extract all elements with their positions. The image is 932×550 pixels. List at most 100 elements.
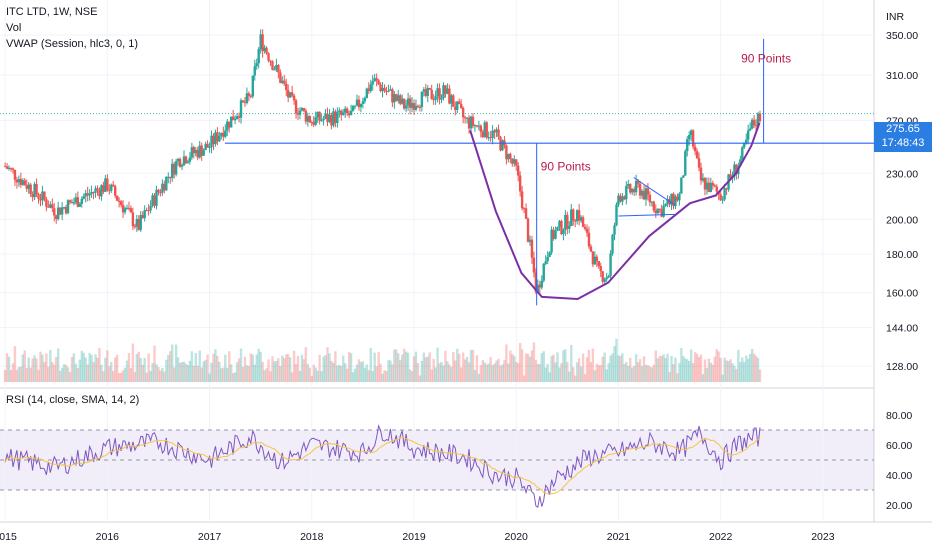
volume-bar <box>434 367 437 382</box>
candle-body <box>568 226 571 229</box>
rsi-pane[interactable] <box>0 424 874 509</box>
candle-body <box>349 110 353 116</box>
candle-body <box>62 207 66 209</box>
candle-body <box>147 210 150 212</box>
rsi-legend[interactable]: RSI (14, close, SMA, 14, 2) <box>6 394 140 406</box>
volume-bar <box>699 354 703 382</box>
volume-bar <box>648 366 652 382</box>
volume-bar <box>572 367 575 382</box>
volume-bar <box>165 359 168 382</box>
volume-bar <box>273 361 276 382</box>
volume-bar <box>668 371 671 382</box>
candle-body <box>509 153 512 159</box>
candle-body <box>705 182 709 190</box>
volume-bar <box>524 353 528 382</box>
vwap-legend[interactable]: VWAP (Session, hlc3, 0, 1) <box>6 38 139 50</box>
volume-bar <box>149 370 152 382</box>
candles[interactable] <box>3 29 762 294</box>
volume-bar <box>481 360 485 382</box>
volume-bar <box>605 369 608 382</box>
candle-body <box>660 209 663 217</box>
candle-body <box>703 178 707 190</box>
candle-body <box>214 132 217 145</box>
volume-bar <box>397 353 400 382</box>
volume-bar <box>304 347 308 382</box>
volume-bar <box>522 375 526 382</box>
candle-body <box>556 227 559 231</box>
candle-body <box>420 91 424 108</box>
volume-bar <box>733 365 736 382</box>
volume-bar <box>247 366 251 382</box>
candle-body <box>552 229 555 239</box>
candle-body <box>739 159 742 167</box>
candle-body <box>587 232 591 247</box>
volume-bar <box>194 352 197 382</box>
volume-bar <box>119 372 123 382</box>
candle-body <box>296 113 300 115</box>
candle-body <box>351 106 355 111</box>
volume-bar <box>11 363 15 382</box>
drawings[interactable]: 90 Points 90 Points <box>0 38 932 306</box>
candle-body <box>131 212 135 227</box>
volume-bar <box>505 344 508 382</box>
candle-body <box>695 151 699 159</box>
candle-body <box>312 122 315 125</box>
volume-bar <box>94 354 97 382</box>
volume-bar <box>216 355 219 382</box>
volume-bar <box>670 355 673 382</box>
volume-bar <box>689 349 693 382</box>
volume-bar <box>389 360 392 382</box>
candle-body <box>243 102 247 104</box>
candle-body <box>123 208 127 213</box>
volume-bar <box>110 361 113 382</box>
volume-bar <box>719 357 722 382</box>
rsi-tick-label: 40.00 <box>886 470 912 482</box>
volume-bar <box>758 369 762 382</box>
volume-bar <box>68 372 72 382</box>
candle-body <box>544 261 547 264</box>
volume-bar <box>483 362 486 382</box>
candle-body <box>332 111 335 126</box>
volume-bar <box>467 362 471 382</box>
candle-body <box>458 101 461 104</box>
wedge-upper-line <box>633 177 675 206</box>
candle-body <box>336 112 339 123</box>
candle-body <box>165 176 168 191</box>
volume-legend[interactable]: Vol <box>6 22 22 34</box>
candle-body <box>558 221 561 228</box>
volume-bar <box>267 359 270 382</box>
candle-body <box>11 168 15 170</box>
volume-bar <box>746 358 750 382</box>
volume-bar <box>53 364 56 382</box>
candle-body <box>206 143 209 148</box>
volume-bar <box>459 367 463 382</box>
candle-body <box>25 185 28 189</box>
volume-bar <box>731 363 734 382</box>
volume-bar <box>377 352 380 382</box>
volume-bar <box>145 372 148 382</box>
candle-body <box>745 139 748 143</box>
volume-bar <box>84 357 87 382</box>
candle-body <box>383 87 386 92</box>
candle-body <box>625 185 628 200</box>
volume-bar <box>515 361 518 382</box>
volume-bar <box>444 350 447 382</box>
volume-bar <box>611 353 614 382</box>
candle-body <box>23 180 26 186</box>
volume-bar <box>534 359 538 382</box>
volume-bar <box>644 364 648 382</box>
volume-bar <box>161 367 164 382</box>
candle-body <box>153 195 156 206</box>
candle-body <box>257 49 260 64</box>
volume-bar <box>408 369 412 382</box>
volume-bar <box>361 361 365 382</box>
volume-bar <box>115 354 119 382</box>
volume-bar <box>499 365 502 382</box>
volume-bar <box>188 360 192 382</box>
candle-body <box>416 105 420 107</box>
symbol-legend[interactable]: ITC LTD, 1W, NSE <box>6 6 98 18</box>
candle-body <box>204 143 207 151</box>
volume-bar <box>548 372 551 382</box>
candle-body <box>709 182 713 193</box>
